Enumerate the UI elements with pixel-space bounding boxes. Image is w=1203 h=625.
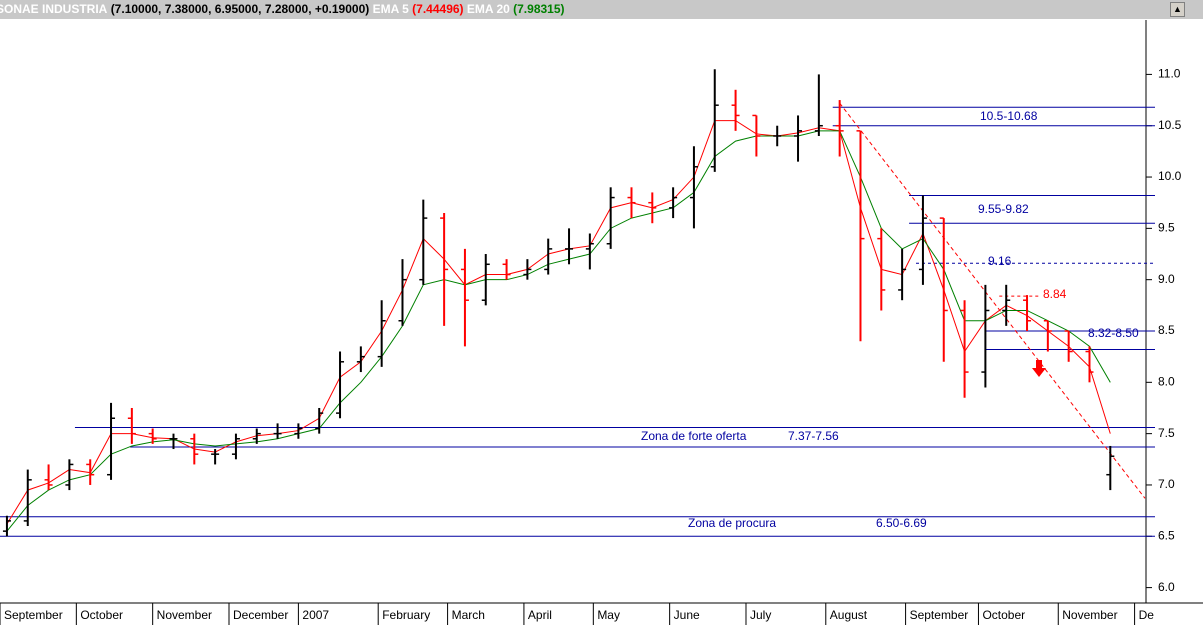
ema5-value: (7.44496) <box>412 2 464 16</box>
scroll-button[interactable]: ▲ <box>1170 2 1185 17</box>
header: SONAE INDUSTRIA (7.10000, 7.38000, 6.950… <box>0 0 1203 19</box>
y-tick-label: 7.0 <box>1158 477 1175 491</box>
x-tick-label: May <box>597 608 620 622</box>
y-tick-label: 6.0 <box>1158 580 1175 594</box>
x-tick-label: October <box>982 608 1025 622</box>
x-tick-label: November <box>1062 608 1117 622</box>
y-tick-label: 8.5 <box>1158 323 1175 337</box>
x-tick-label: September <box>4 608 63 622</box>
annotation: 7.37-7.56 <box>788 429 839 443</box>
ema5-label: EMA 5 <box>372 2 409 16</box>
annotation: 10.5-10.68 <box>980 109 1038 123</box>
x-tick-label: October <box>80 608 123 622</box>
x-tick-label: December <box>233 608 288 622</box>
x-tick-label: March <box>452 608 485 622</box>
x-tick-label: August <box>830 608 868 622</box>
y-tick-label: 10.0 <box>1158 169 1182 183</box>
x-tick-label: 2007 <box>302 608 329 622</box>
y-tick-label: 9.0 <box>1158 272 1175 286</box>
x-tick-label: July <box>750 608 771 622</box>
y-tick-label: 6.5 <box>1158 528 1175 542</box>
annotation: 8.84 <box>1043 287 1067 301</box>
annotation: 6.50-6.69 <box>876 516 927 530</box>
ema20-value: (7.98315) <box>513 2 565 16</box>
x-tick-label: February <box>382 608 430 622</box>
x-tick-label: September <box>910 608 969 622</box>
annotation: 9.16 <box>988 254 1012 268</box>
x-tick-label: April <box>528 608 552 622</box>
annotation: 8.32-8.50 <box>1088 326 1139 340</box>
trendline <box>839 102 1146 499</box>
ohlc-values: (7.10000, 7.38000, 6.95000, 7.28000, +0.… <box>110 2 370 16</box>
y-tick-label: 9.5 <box>1158 221 1175 235</box>
annotation: 9.55-9.82 <box>978 202 1029 216</box>
annotation: Zona de procura <box>688 516 776 530</box>
symbol: SONAE INDUSTRIA <box>0 2 108 16</box>
y-tick-label: 7.5 <box>1158 426 1175 440</box>
y-tick-label: 8.0 <box>1158 374 1175 388</box>
x-tick-label: June <box>674 608 700 622</box>
ema-line <box>6 130 1111 532</box>
x-tick-label: De <box>1139 608 1155 622</box>
ema-line <box>6 120 1111 525</box>
annotation: Zona de forte oferta <box>641 429 747 443</box>
y-tick-label: 11.0 <box>1158 67 1181 81</box>
down-arrow <box>1032 360 1046 377</box>
x-tick-label: November <box>157 608 212 622</box>
y-tick-label: 10.5 <box>1158 118 1182 132</box>
ema20-label: EMA 20 <box>466 2 510 16</box>
